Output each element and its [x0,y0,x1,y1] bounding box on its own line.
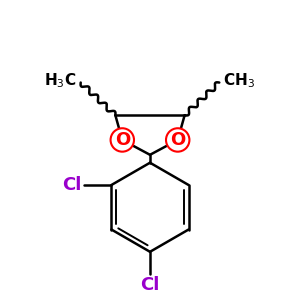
Text: O: O [115,131,130,149]
Text: H$_3$C: H$_3$C [44,71,77,90]
Text: Cl: Cl [140,276,160,294]
Text: Cl: Cl [62,176,82,194]
Text: O: O [170,131,185,149]
Text: CH$_3$: CH$_3$ [223,71,255,90]
